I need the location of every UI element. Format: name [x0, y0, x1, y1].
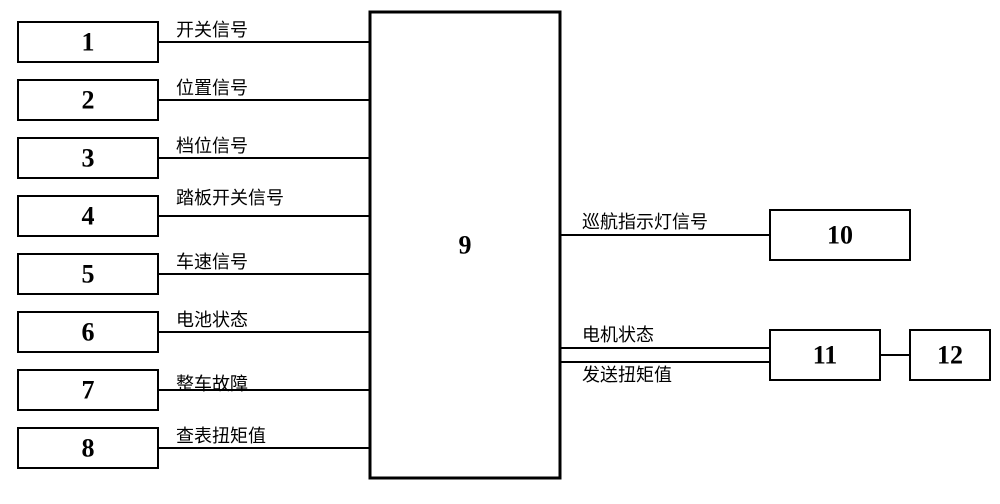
- node-n5: 5: [18, 254, 158, 294]
- node-label: 6: [82, 318, 95, 347]
- node-n7: 7: [18, 370, 158, 410]
- node-label: 2: [82, 86, 95, 115]
- node-label: 1: [82, 28, 95, 57]
- edge-label-n1: 开关信号: [176, 20, 248, 40]
- node-label: 8: [82, 434, 95, 463]
- node-n11: 11: [770, 330, 880, 380]
- edge-label-n9-n10: 巡航指示灯信号: [582, 212, 708, 232]
- node-n9: 9: [370, 12, 560, 478]
- edge-label-n2: 位置信号: [176, 78, 248, 98]
- edge-label-n5: 车速信号: [176, 252, 248, 272]
- node-label: 5: [82, 260, 95, 289]
- node-label: 7: [82, 376, 95, 405]
- edge-label-n7: 整车故障: [176, 374, 248, 394]
- node-n2: 2: [18, 80, 158, 120]
- node-label: 3: [82, 144, 95, 173]
- node-n6: 6: [18, 312, 158, 352]
- node-label: 10: [827, 221, 853, 250]
- node-label: 11: [813, 341, 838, 370]
- edge-label-n8: 查表扭矩值: [176, 426, 266, 446]
- node-n12: 12: [910, 330, 990, 380]
- edge-label-n3: 档位信号: [176, 136, 248, 156]
- edge-label-n9-n11: 电机状态: [582, 325, 654, 345]
- node-n3: 3: [18, 138, 158, 178]
- edge-label-n6: 电池状态: [176, 310, 248, 330]
- node-n4: 4: [18, 196, 158, 236]
- node-n1: 1: [18, 22, 158, 62]
- edge-label-n4: 踏板开关信号: [176, 188, 284, 208]
- block-diagram: 9 1 开关信号 2 位置信号 3 档位信号 4 踏板开关信号 5 车速信号 6 电池状态 7 整车故障 8 查…: [0, 0, 1000, 504]
- node-n8: 8: [18, 428, 158, 468]
- edge-label-n9-n11: 发送扭矩值: [582, 365, 672, 385]
- node-n10: 10: [770, 210, 910, 260]
- node-label: 4: [82, 202, 95, 231]
- node-label: 12: [937, 341, 963, 370]
- node-label: 9: [459, 231, 472, 260]
